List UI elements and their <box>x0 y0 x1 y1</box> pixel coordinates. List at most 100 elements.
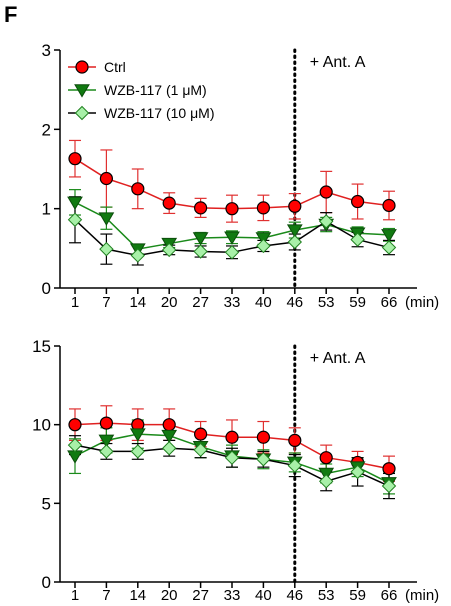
x-tick-label: 33 <box>224 587 241 604</box>
data-point <box>75 60 89 74</box>
data-point <box>224 450 240 465</box>
x-tick-label: 59 <box>349 587 366 604</box>
data-point <box>129 428 146 442</box>
data-point <box>350 232 365 247</box>
data-point <box>161 429 178 444</box>
x-tick-label: 1 <box>71 587 79 604</box>
data-point <box>255 232 272 246</box>
x-unit-label: (min) <box>405 587 439 604</box>
x-tick-label: 7 <box>102 294 110 311</box>
x-tick-label: 53 <box>318 294 335 311</box>
data-point <box>318 474 334 489</box>
data-point <box>74 105 90 121</box>
x-tick-label: 40 <box>255 294 272 311</box>
x-tick-label: 20 <box>161 587 178 604</box>
legend-entry: WZB-117 (1 μM) <box>104 82 207 98</box>
x-tick-label: 66 <box>381 587 398 604</box>
data-point <box>256 430 270 444</box>
data-point <box>67 212 83 227</box>
data-point <box>74 84 90 98</box>
data-point <box>161 242 177 258</box>
y-tick-label: 1 <box>42 200 51 219</box>
annotation-label: + Ant. A <box>310 54 366 71</box>
data-point <box>319 185 333 199</box>
data-point <box>131 182 145 196</box>
x-tick-label: 14 <box>129 294 146 311</box>
data-point <box>382 198 396 213</box>
data-point <box>161 441 177 456</box>
data-point <box>287 458 303 473</box>
data-point <box>68 418 82 432</box>
data-point <box>99 444 114 459</box>
data-point <box>381 240 397 255</box>
chart-panel-2: 0 5 10 15 1 7 14 20 27 33 40 46 53 59 66 (min) + Ant. A <box>32 337 439 604</box>
legend: Ctrl WZB-117 (1 μM) WZB-117 (10 μM) <box>68 59 215 121</box>
y-tick-label: 2 <box>42 120 51 139</box>
y-tick-label: 5 <box>42 494 51 513</box>
data-point <box>224 245 240 260</box>
data-point <box>99 416 114 430</box>
data-point <box>288 199 302 213</box>
data-point <box>68 152 82 166</box>
x-tick-label: 27 <box>192 587 209 604</box>
series-1-markers <box>68 152 396 216</box>
data-point <box>381 229 397 243</box>
data-point <box>162 418 176 432</box>
x-tick-label: 20 <box>161 294 178 311</box>
data-point <box>99 241 114 257</box>
panel-label: F <box>4 2 18 27</box>
x-tick-label: 59 <box>349 294 366 311</box>
data-point <box>192 232 209 246</box>
data-point <box>225 430 239 444</box>
data-point <box>99 171 114 186</box>
y-tick-label: 0 <box>42 279 51 298</box>
data-point <box>98 434 115 449</box>
y-tick-label: 3 <box>42 41 51 60</box>
data-point <box>381 478 397 494</box>
x-tick-label: 1 <box>71 294 79 311</box>
y-tick-label: 10 <box>32 416 51 435</box>
y-tick-label: 0 <box>42 573 51 592</box>
data-point <box>130 444 146 459</box>
data-point <box>318 214 334 229</box>
data-point <box>98 212 115 226</box>
series-1-markers <box>68 416 396 476</box>
series-3-markers <box>67 437 397 494</box>
x-tick-label: 33 <box>224 294 241 311</box>
data-point <box>67 196 83 210</box>
data-point <box>194 427 208 441</box>
data-point <box>286 224 303 238</box>
series-3-markers <box>67 212 397 263</box>
x-tick-label: 40 <box>255 587 272 604</box>
data-point <box>319 451 333 465</box>
data-point <box>67 450 83 464</box>
annotation-label: + Ant. A <box>310 350 366 367</box>
data-point <box>224 231 240 245</box>
x-tick-label: 66 <box>381 294 398 311</box>
x-tick-label: 14 <box>129 587 146 604</box>
y-tick-label: 15 <box>32 337 51 356</box>
data-point <box>162 196 176 210</box>
data-point <box>351 194 365 209</box>
data-point <box>287 234 303 250</box>
data-point <box>350 464 365 480</box>
data-point <box>193 442 208 458</box>
data-point <box>225 202 239 216</box>
data-point <box>193 244 208 259</box>
legend-entry: WZB-117 (10 μM) <box>104 105 215 121</box>
data-point <box>288 433 302 447</box>
data-point <box>67 437 83 453</box>
data-point <box>130 248 146 263</box>
data-point <box>256 238 271 254</box>
chart-panel-1: 0 1 2 3 1 7 14 20 27 33 40 46 53 59 66 (min) + Ant. A Ctr… <box>42 41 440 311</box>
x-tick-label: 46 <box>286 587 303 604</box>
x-tick-label: 27 <box>192 294 209 311</box>
data-point <box>194 201 208 215</box>
x-tick-label: 7 <box>102 587 110 604</box>
data-point <box>256 201 270 215</box>
x-unit-label: (min) <box>405 294 439 311</box>
legend-entry: Ctrl <box>104 59 126 75</box>
x-tick-label: 46 <box>286 294 303 311</box>
x-tick-label: 53 <box>318 587 335 604</box>
